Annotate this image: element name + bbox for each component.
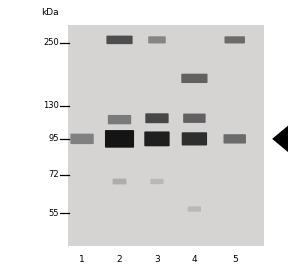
FancyBboxPatch shape: [108, 115, 131, 124]
Text: 1: 1: [79, 255, 85, 264]
FancyBboxPatch shape: [181, 74, 207, 83]
Text: 5: 5: [232, 255, 238, 264]
Bar: [68, 25, 264, 246]
FancyBboxPatch shape: [148, 36, 166, 43]
FancyBboxPatch shape: [107, 35, 132, 44]
FancyBboxPatch shape: [105, 130, 134, 148]
Polygon shape: [272, 126, 288, 152]
FancyBboxPatch shape: [145, 113, 168, 123]
Text: 130: 130: [43, 101, 59, 110]
Text: 250: 250: [43, 38, 59, 47]
Text: kDa: kDa: [41, 8, 59, 17]
Text: 55: 55: [49, 209, 59, 218]
Text: 72: 72: [48, 170, 59, 179]
FancyBboxPatch shape: [113, 179, 126, 185]
FancyBboxPatch shape: [70, 134, 94, 144]
FancyBboxPatch shape: [183, 114, 206, 123]
FancyBboxPatch shape: [182, 132, 207, 145]
Text: 4: 4: [192, 255, 197, 264]
Text: 2: 2: [117, 255, 122, 264]
FancyBboxPatch shape: [150, 179, 164, 184]
FancyBboxPatch shape: [224, 36, 245, 43]
Text: 3: 3: [154, 255, 160, 264]
FancyBboxPatch shape: [144, 131, 170, 146]
FancyBboxPatch shape: [188, 206, 201, 212]
FancyBboxPatch shape: [223, 134, 246, 144]
Text: 95: 95: [49, 134, 59, 143]
